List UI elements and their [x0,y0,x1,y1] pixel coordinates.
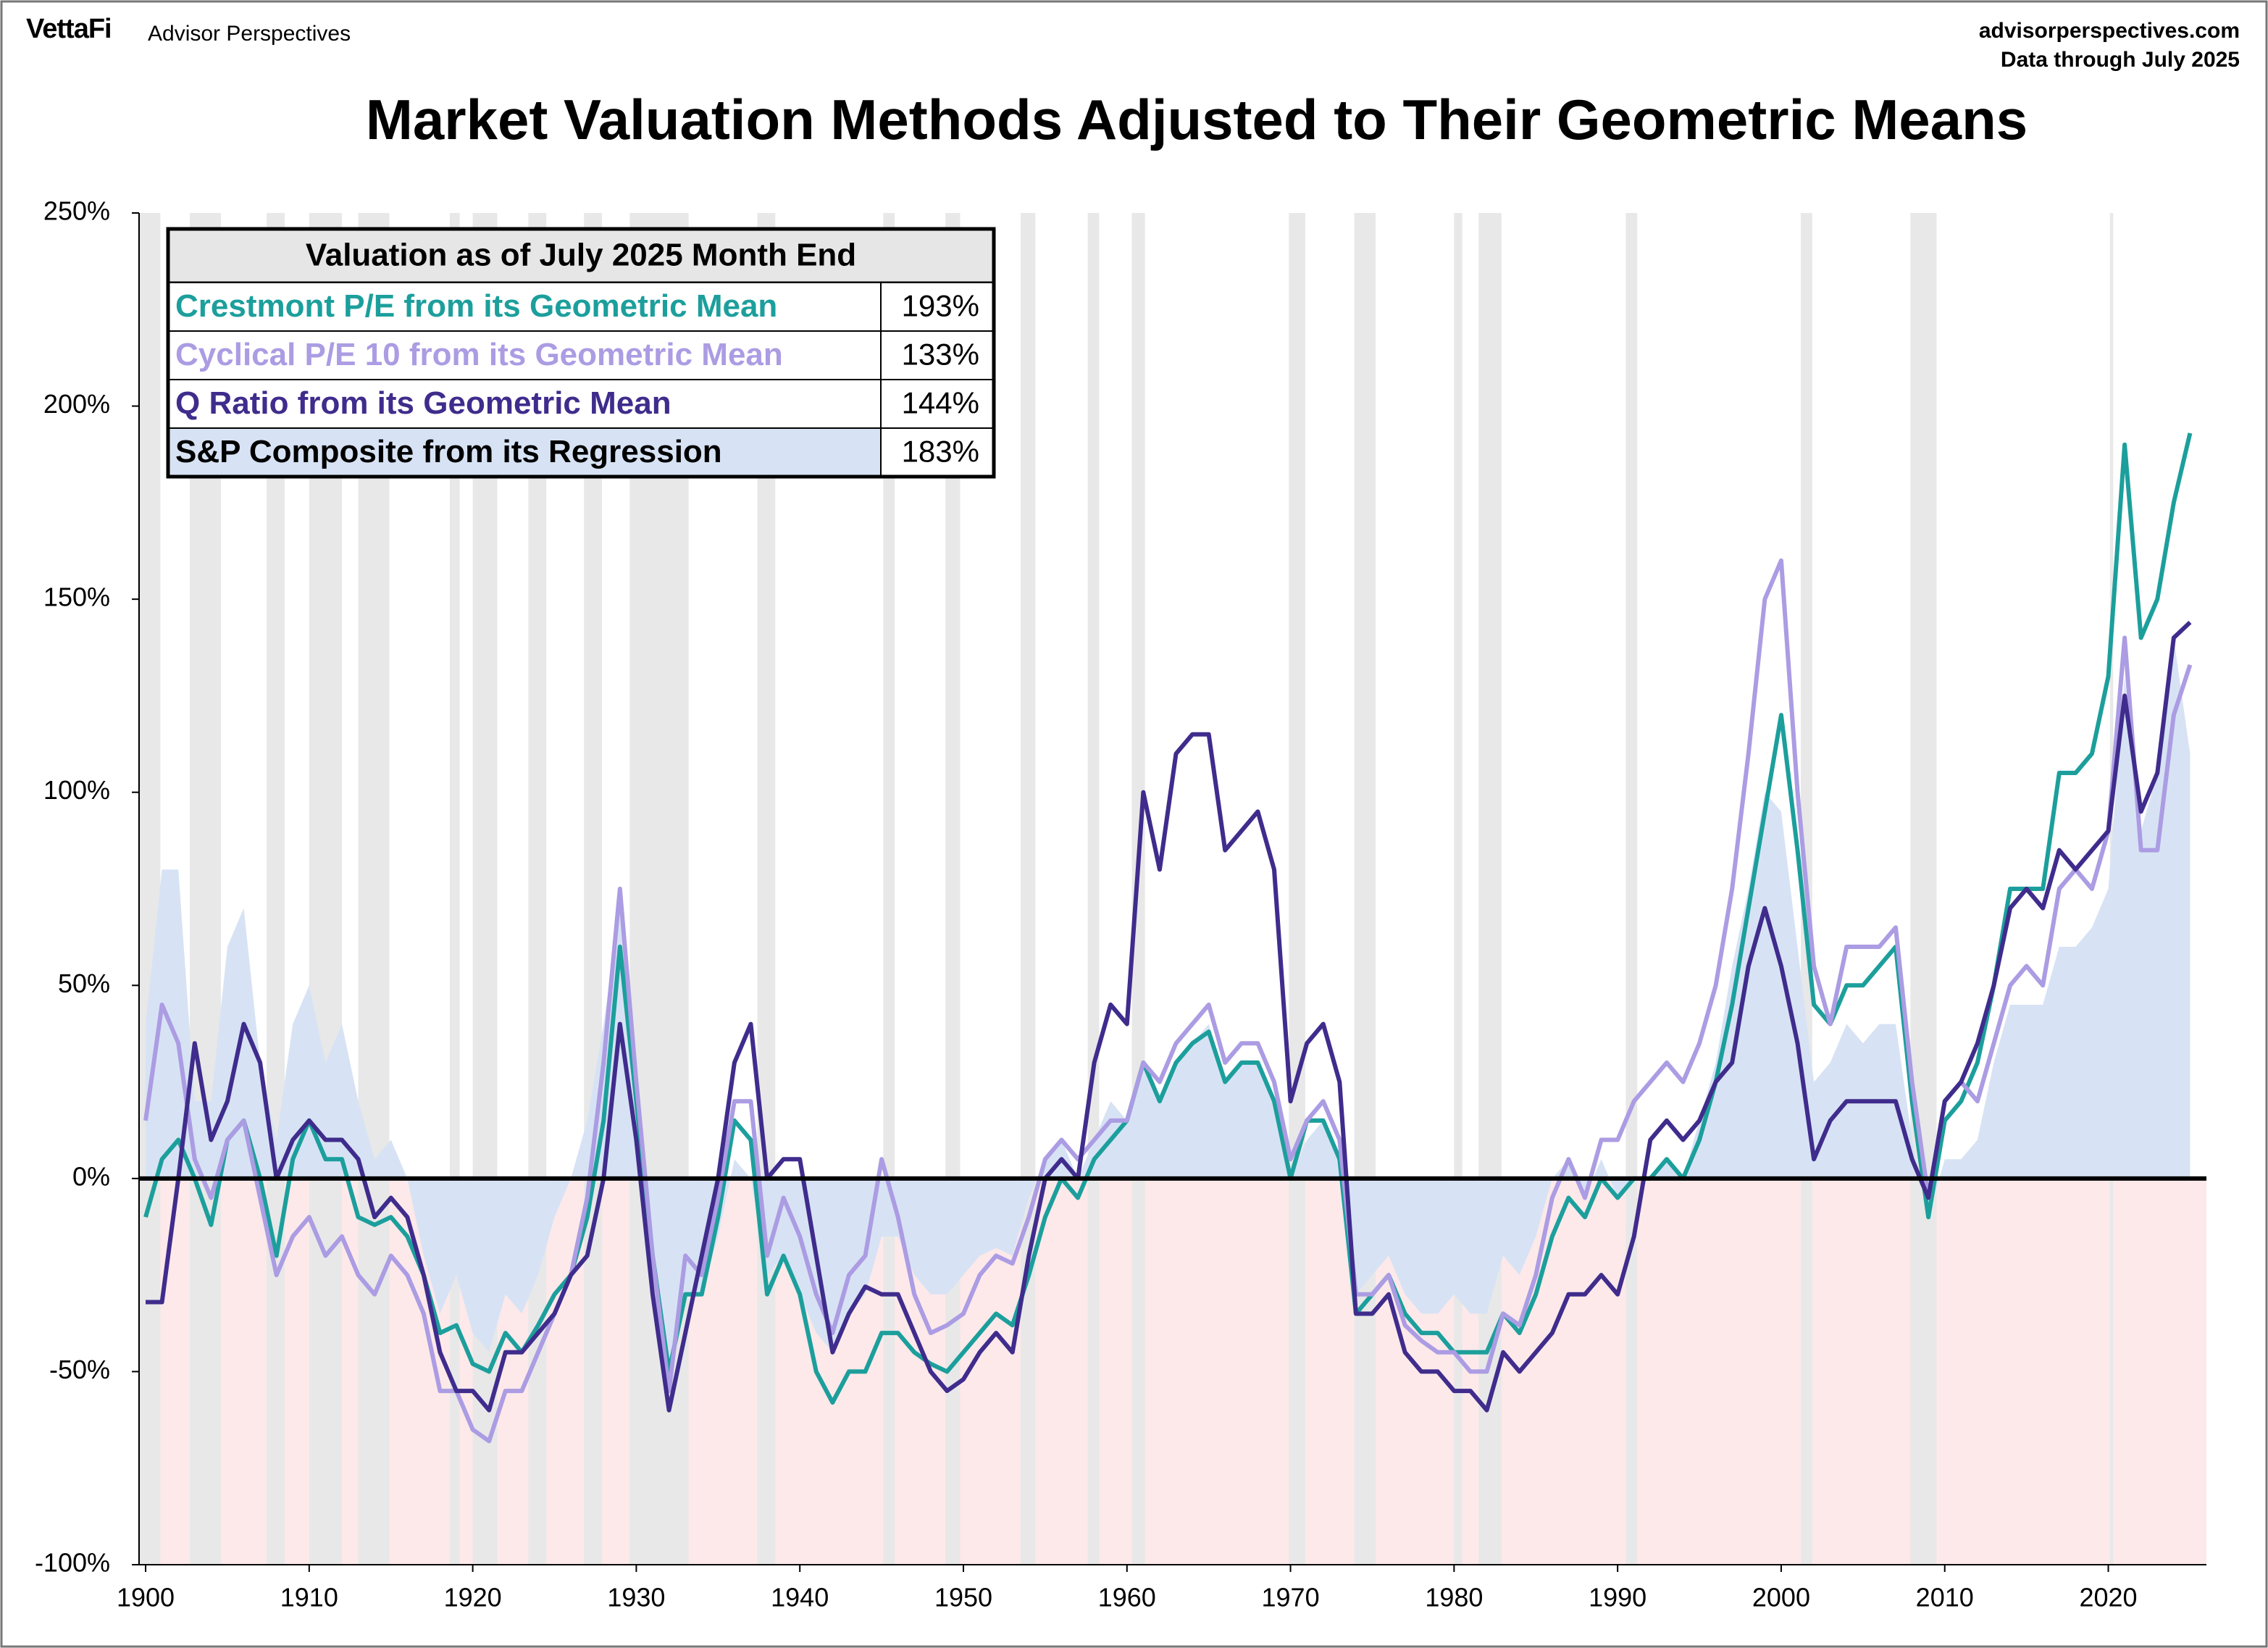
recession-band [137,213,161,1565]
x-tick-label: 1940 [771,1583,829,1613]
recession-band [1625,213,1638,1565]
recession-band [1087,213,1100,1565]
table-border [166,227,996,479]
legend-value: 193% [902,289,979,323]
x-tick-label: 1920 [444,1583,502,1613]
legend-label: S&P Composite from its Regression [175,434,722,469]
line-series [146,620,2192,1413]
x-tick-label: 1980 [1425,1583,1483,1613]
brand: Advisor Perspectives [148,22,351,46]
legend-label: Q Ratio from its Geometric Mean [175,385,671,421]
line-series [143,432,2193,1405]
logo: VettaFi [26,14,112,44]
y-tick-label: 0% [72,1161,110,1191]
legend-label: Cyclical P/E 10 from its Geometric Mean [175,337,783,372]
legend-value: 133% [902,338,979,372]
x-tick-label: 1910 [280,1583,338,1613]
y-tick-label: 150% [43,582,110,612]
y-tick-label: -50% [49,1355,110,1384]
recession-band [1454,213,1463,1565]
x-tick-label: 2000 [1752,1583,1810,1613]
data-note: Data through July 2025 [2001,48,2240,72]
x-tick-label: 1950 [934,1583,992,1613]
x-tick-label: 1930 [607,1583,665,1613]
legend-value: 183% [902,435,979,469]
x-tick-label: 2010 [1916,1583,1974,1613]
legend-value: 144% [902,386,979,420]
y-tick-label: 100% [43,775,110,805]
x-tick-label: 1990 [1589,1583,1646,1613]
recession-band [1910,213,1937,1565]
area-series [146,637,2190,1372]
y-tick-label: 200% [43,389,110,419]
table-title: Valuation as of July 2025 Month End [306,238,856,273]
x-tick-label: 2020 [2079,1583,2137,1613]
legend-label: Crestmont P/E from its Geometric Mean [175,288,777,324]
site: advisorperspectives.com [1979,19,2240,43]
table-row [167,330,882,380]
y-tick-label: 50% [58,969,110,998]
x-tick-label: 1900 [117,1583,175,1613]
line-series [143,558,2193,1444]
y-tick-label: 250% [43,196,110,226]
recession-band [1289,213,1305,1565]
recession-band [1021,213,1036,1565]
y-tick-label: -100% [35,1548,110,1578]
chart-title: Market Valuation Methods Adjusted to The… [366,88,2028,151]
x-tick-label: 1960 [1098,1583,1156,1613]
table-row [167,282,882,332]
x-tick-label: 1970 [1262,1583,1320,1613]
recession-band [1354,213,1376,1565]
table-value-cell [880,427,995,477]
